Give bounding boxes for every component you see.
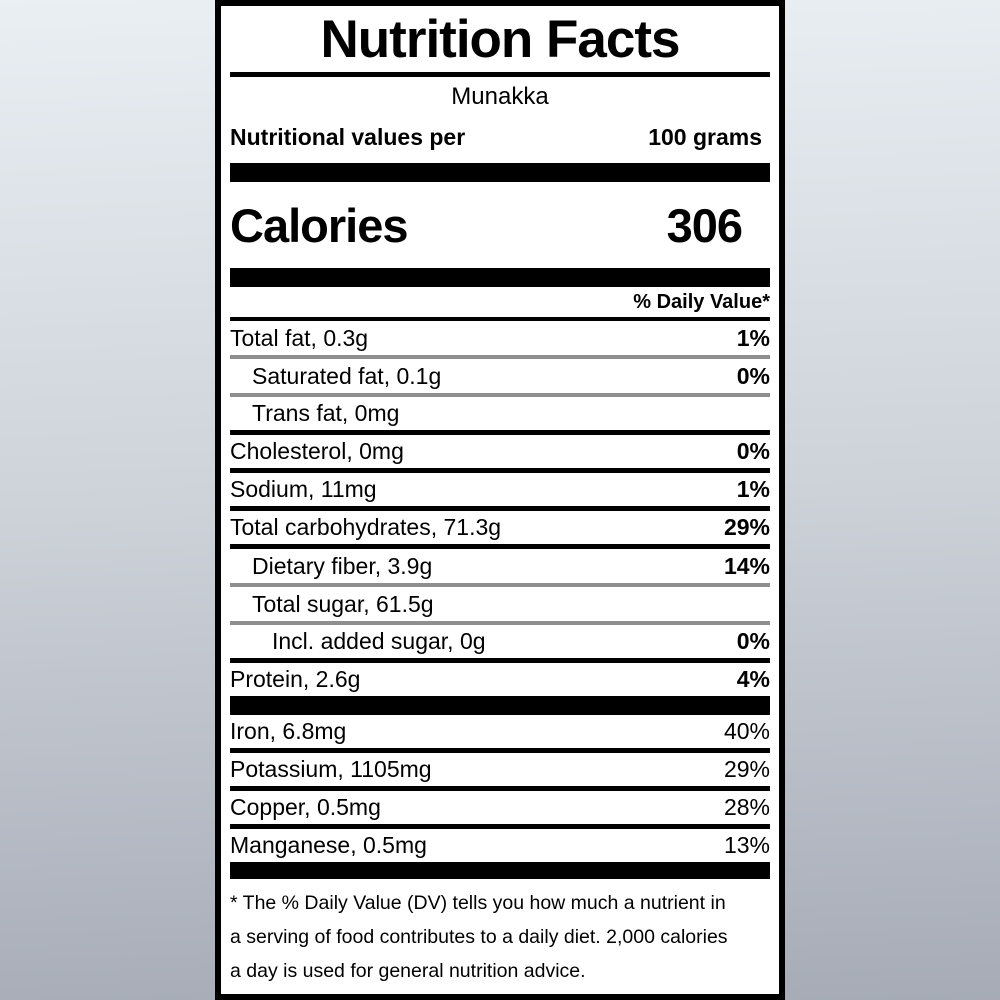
nutrient-percent: 29% bbox=[723, 514, 770, 540]
nutrition-facts-label: Nutrition Facts Munakka Nutritional valu… bbox=[215, 0, 785, 1000]
nutrient-row-protein: Protein, 2.6g 4% bbox=[230, 663, 770, 696]
footnote-line: * The % Daily Value (DV) tells you how m… bbox=[230, 892, 726, 914]
thick-divider-protein bbox=[230, 696, 770, 715]
thick-divider-calories bbox=[230, 268, 770, 287]
calories-value: 306 bbox=[666, 198, 743, 252]
nutrient-percent: 14% bbox=[723, 552, 770, 579]
nutrient-percent: 29% bbox=[723, 756, 770, 782]
nutrient-percent: 0% bbox=[736, 628, 770, 654]
nutrient-row-total-carbohydrates: Total carbohydrates, 71.3g 29% bbox=[230, 511, 770, 549]
nutrient-name: Cholesterol, 0mg bbox=[230, 438, 404, 464]
nutrient-row-copper: Copper, 0.5mg 28% bbox=[230, 791, 770, 829]
nutrient-row-trans-fat: Trans fat, 0mg bbox=[230, 397, 770, 435]
footnote-line: a serving of food contributes to a daily… bbox=[230, 926, 728, 948]
nutrient-name: Saturated fat, 0.1g bbox=[252, 362, 442, 389]
footnote: * The % Daily Value (DV) tells you how m… bbox=[230, 886, 770, 990]
nutrient-row-total-fat: Total fat, 0.3g 1% bbox=[230, 321, 770, 359]
nutrient-name: Sodium, 11mg bbox=[230, 476, 377, 502]
calories-row: Calories 306 bbox=[230, 182, 770, 268]
nutrient-name: Iron, 6.8mg bbox=[230, 718, 347, 744]
nutrient-row-total-sugar: Total sugar, 61.5g bbox=[230, 587, 770, 625]
nutrient-name: Dietary fiber, 3.9g bbox=[252, 552, 433, 579]
nutrient-percent: 1% bbox=[736, 476, 770, 502]
nutrient-row-added-sugar: Incl. added sugar, 0g 0% bbox=[230, 625, 770, 663]
nutrient-name: Total sugar, 61.5g bbox=[252, 590, 434, 617]
nutrient-percent: 0% bbox=[736, 362, 770, 389]
footnote-line: a day is used for general nutrition advi… bbox=[230, 960, 586, 982]
nutrient-row-saturated-fat: Saturated fat, 0.1g 0% bbox=[230, 359, 770, 397]
nutrient-row-dietary-fiber: Dietary fiber, 3.9g 14% bbox=[230, 549, 770, 587]
product-name: Munakka bbox=[451, 83, 549, 110]
nutrient-row-iron: Iron, 6.8mg 40% bbox=[230, 715, 770, 753]
nutrient-name: Total carbohydrates, 71.3g bbox=[230, 514, 502, 540]
nutrient-name: Trans fat, 0mg bbox=[252, 400, 400, 426]
nutrient-name: Protein, 2.6g bbox=[230, 666, 361, 692]
nutrient-name: Copper, 0.5mg bbox=[230, 794, 381, 820]
serving-size: 100 grams bbox=[648, 124, 762, 150]
thick-divider-top bbox=[230, 163, 770, 182]
nutrient-percent: 40% bbox=[723, 718, 770, 744]
nutrient-percent: 13% bbox=[723, 832, 770, 858]
nutrient-row-manganese: Manganese, 0.5mg 13% bbox=[230, 829, 770, 862]
daily-value-divider bbox=[230, 317, 770, 321]
calories-label: Calories bbox=[230, 198, 408, 252]
nutrient-name: Manganese, 0.5mg bbox=[230, 832, 427, 858]
thick-divider-bottom bbox=[230, 862, 770, 879]
nutrition-facts-title: Nutrition Facts bbox=[320, 10, 681, 69]
nutrient-percent: 4% bbox=[736, 666, 770, 692]
daily-value-header: % Daily Value* bbox=[633, 291, 770, 313]
nutrient-percent: 0% bbox=[736, 438, 770, 464]
nutrient-row-potassium: Potassium, 1105mg 29% bbox=[230, 753, 770, 791]
nutrient-percent: 1% bbox=[736, 324, 770, 351]
nutrient-name: Total fat, 0.3g bbox=[230, 324, 369, 351]
title-divider bbox=[230, 72, 770, 77]
nutrient-name: Incl. added sugar, 0g bbox=[272, 628, 486, 654]
serving-row: Nutritional values per 100 grams bbox=[230, 122, 770, 152]
nutrient-percent: 28% bbox=[723, 794, 770, 820]
nutrient-row-sodium: Sodium, 11mg 1% bbox=[230, 473, 770, 511]
serving-label: Nutritional values per bbox=[230, 124, 466, 150]
nutrient-row-cholesterol: Cholesterol, 0mg 0% bbox=[230, 435, 770, 473]
nutrient-name: Potassium, 1105mg bbox=[230, 756, 432, 782]
